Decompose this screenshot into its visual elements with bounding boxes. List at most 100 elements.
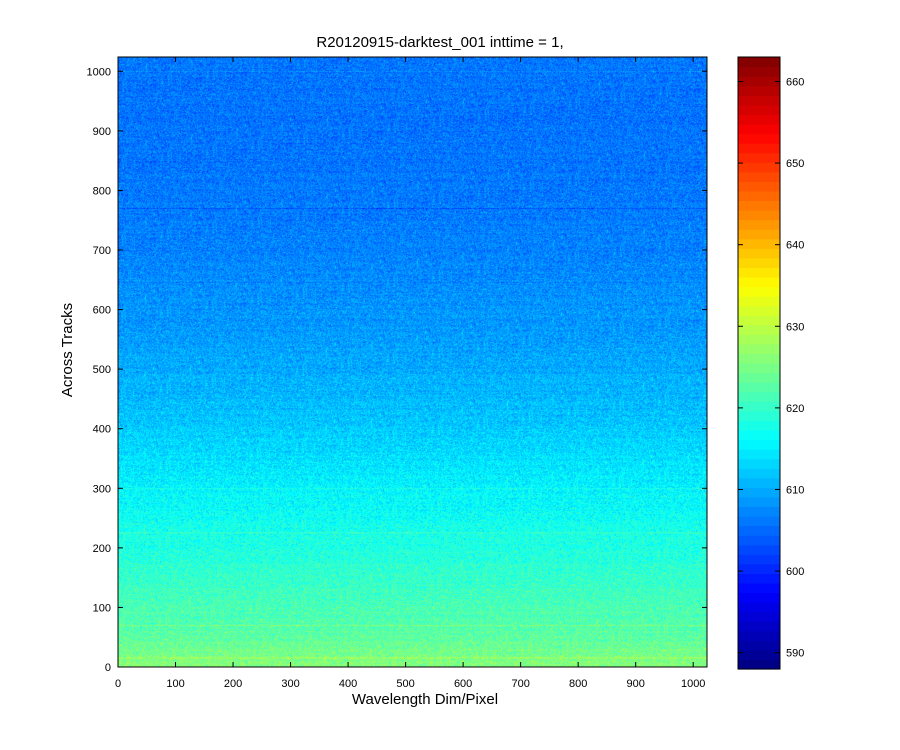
x-tick-label: 0 (115, 678, 121, 690)
colorbar-step (738, 229, 780, 240)
colorbar-step (738, 305, 780, 316)
colorbar-tick-label: 610 (786, 484, 804, 496)
colorbar-step (738, 372, 780, 383)
colorbar-step (738, 602, 780, 613)
chart-title: R20120915-darktest_001 inttime = 1, (316, 34, 563, 51)
colorbar-step (738, 382, 780, 393)
colorbar-step (738, 57, 780, 68)
y-tick-label: 800 (93, 185, 111, 197)
colorbar-step (738, 429, 780, 441)
colorbar-tick-label: 640 (786, 240, 804, 252)
colorbar-step (738, 276, 780, 288)
colorbar-gradient (738, 57, 780, 670)
colorbar-frame (737, 56, 781, 670)
colorbar-step (738, 410, 780, 421)
y-tick-label: 400 (93, 424, 111, 436)
y-tick-label: 500 (93, 364, 111, 376)
colorbar-step (738, 343, 780, 355)
y-tick-label: 0 (105, 662, 111, 674)
y-tick-label: 1000 (87, 66, 111, 78)
colorbar: 590 600 610 620 630 640 650 660 (737, 56, 804, 670)
colorbar-step (738, 439, 780, 450)
y-tick-label: 600 (93, 305, 111, 317)
y-tick-label: 300 (93, 483, 111, 495)
colorbar-step (738, 525, 780, 536)
colorbar-step (738, 248, 780, 259)
colorbar-step (738, 592, 780, 603)
x-tick-label: 600 (454, 678, 472, 690)
colorbar-step (738, 171, 780, 182)
colorbar-step (738, 143, 780, 154)
colorbar-step (738, 123, 780, 135)
colorbar-step (738, 181, 780, 192)
colorbar-step (738, 210, 780, 221)
x-tick-label: 100 (166, 678, 184, 690)
colorbar-step (738, 162, 780, 173)
y-tick-label: 900 (93, 126, 111, 138)
colorbar-step (738, 324, 780, 335)
x-tick-label: 900 (626, 678, 644, 690)
colorbar-step (738, 219, 780, 230)
x-tick-label: 800 (569, 678, 587, 690)
x-axis: 0 100 200 300 400 500 600 700 800 900 1000 (115, 57, 705, 690)
colorbar-step (738, 477, 780, 488)
colorbar-step (738, 640, 780, 651)
colorbar-step (738, 267, 780, 278)
colorbar-step (738, 468, 780, 479)
colorbar-step (738, 190, 780, 202)
colorbar-step (738, 391, 780, 402)
colorbar-step (738, 563, 780, 574)
colorbar-step (738, 611, 780, 622)
colorbar-step (738, 516, 780, 527)
colorbar-step (738, 315, 780, 326)
x-tick-label: 700 (511, 678, 529, 690)
y-axis-label: Across Tracks (59, 303, 76, 397)
colorbar-step (738, 257, 780, 268)
colorbar-step (738, 286, 780, 297)
y-axis: 0 100 200 300 400 500 600 700 800 900 1000 (87, 66, 707, 674)
colorbar-step (738, 363, 780, 374)
colorbar-step (738, 66, 780, 77)
colorbar-step (738, 582, 780, 594)
colorbar-step (738, 573, 780, 584)
colorbar-step (738, 152, 780, 163)
colorbar-step (738, 554, 780, 565)
colorbar-step (738, 114, 780, 125)
colorbar-axis: 590 600 610 620 630 640 650 660 (738, 76, 804, 660)
x-tick-label: 200 (224, 678, 242, 690)
y-tick-label: 700 (93, 245, 111, 257)
colorbar-step (738, 449, 780, 460)
x-tick-label: 400 (339, 678, 357, 690)
colorbar-step (738, 238, 780, 249)
colorbar-step (738, 487, 780, 498)
colorbar-tick-label: 600 (786, 566, 804, 578)
x-tick-label: 1000 (681, 678, 705, 690)
plot-frame (117, 56, 708, 668)
colorbar-step (738, 133, 780, 144)
colorbar-step (738, 458, 780, 469)
colorbar-step (738, 200, 780, 211)
x-tick-label: 500 (396, 678, 414, 690)
colorbar-step (738, 649, 780, 661)
colorbar-tick-label: 590 (786, 648, 804, 660)
plot-area (117, 56, 708, 668)
y-tick-label: 100 (93, 602, 111, 614)
colorbar-step (738, 544, 780, 555)
colorbar-step (738, 334, 780, 345)
colorbar-tick-label: 620 (786, 403, 804, 415)
colorbar-step (738, 85, 780, 96)
y-tick-label: 200 (93, 543, 111, 555)
colorbar-step (738, 621, 780, 632)
colorbar-step (738, 420, 780, 431)
colorbar-step (738, 76, 780, 87)
colorbar-step (738, 401, 780, 412)
x-axis-label: Wavelength Dim/Pixel (352, 691, 498, 708)
colorbar-tick-label: 630 (786, 321, 804, 333)
colorbar-tick-label: 660 (786, 76, 804, 88)
colorbar-step (738, 506, 780, 517)
colorbar-step (738, 496, 780, 508)
colorbar-step (738, 659, 780, 670)
colorbar-step (738, 95, 780, 106)
colorbar-step (738, 104, 780, 115)
